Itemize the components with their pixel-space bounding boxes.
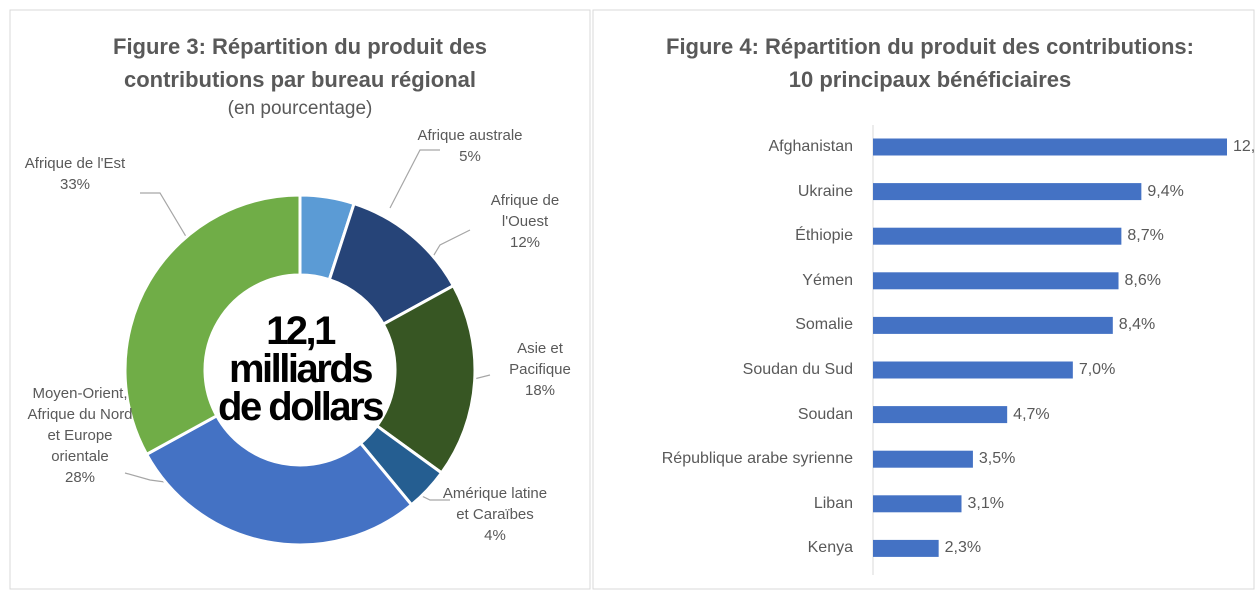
bar bbox=[873, 495, 962, 513]
bar bbox=[873, 406, 1008, 424]
slice-label: Afrique de l'Ouest 12% bbox=[470, 190, 580, 253]
bar bbox=[873, 183, 1142, 201]
donut-slice bbox=[144, 413, 414, 547]
category-label: Kenya bbox=[807, 539, 853, 557]
category-label: Soudan du Sud bbox=[742, 361, 853, 378]
bar bbox=[873, 272, 1119, 290]
category-label: Liban bbox=[813, 494, 853, 512]
value-label: 18% bbox=[524, 382, 556, 399]
bar bbox=[873, 361, 1073, 379]
value-label: 3,5% bbox=[978, 450, 1016, 468]
category-name: Afrique australe bbox=[417, 127, 523, 144]
category-name: Moyen-Orient, Afrique du Nord et Europe … bbox=[27, 385, 133, 465]
value-label: 9,4% bbox=[1147, 182, 1184, 200]
leader-line bbox=[389, 149, 440, 209]
slice-label: Afrique australe 5% bbox=[410, 125, 530, 167]
category-label: Éthiopie bbox=[795, 227, 853, 245]
value-label: 2,3% bbox=[944, 539, 982, 557]
slice-label: Moyen-Orient, Afrique du Nord et Europe … bbox=[20, 383, 140, 488]
center-label: 12,1 milliards de dollars bbox=[218, 309, 384, 429]
value-label: 4,7% bbox=[1013, 405, 1050, 423]
value-label: 33% bbox=[59, 176, 91, 193]
bar bbox=[873, 450, 973, 468]
category-name: Asie et Pacifique bbox=[509, 340, 571, 378]
value-label: 28% bbox=[64, 469, 96, 486]
value-label: 5% bbox=[459, 148, 481, 165]
panel-border bbox=[592, 9, 1255, 590]
category-label: République arabe syrienne bbox=[661, 450, 853, 468]
slice-label: Amérique latine et Caraïbes 4% bbox=[440, 483, 550, 546]
value-label: 8,4% bbox=[1118, 316, 1156, 334]
category-name: Afrique de l'Ouest bbox=[490, 192, 560, 230]
chart-title: Figure 3: Répartition du produit des con… bbox=[113, 34, 487, 92]
chart-subtitle: (en pourcentage) bbox=[227, 98, 373, 119]
category-label: Yémen bbox=[802, 271, 853, 289]
category-label: Soudan bbox=[797, 405, 853, 423]
category-name: Amérique latine et Caraïbes bbox=[442, 485, 548, 523]
panel-border bbox=[9, 9, 591, 590]
chart-title: Figure 4: Répartition du produit des con… bbox=[666, 34, 1194, 92]
category-label: Ukraine bbox=[797, 182, 853, 200]
value-label: 3,1% bbox=[967, 494, 1004, 512]
value-label: 4% bbox=[484, 527, 506, 544]
value-label: 12,4% bbox=[1233, 138, 1255, 155]
category-label: Somalie bbox=[795, 316, 853, 334]
value-label: 8,6% bbox=[1124, 271, 1161, 289]
value-label: 8,7% bbox=[1127, 227, 1164, 245]
category-name: Afrique de l'Est bbox=[24, 155, 126, 172]
bar bbox=[873, 138, 1227, 156]
category-label: Afghanistan bbox=[768, 138, 853, 155]
bar bbox=[873, 227, 1122, 245]
value-label: 12% bbox=[509, 234, 541, 251]
bar bbox=[873, 316, 1113, 334]
bar bbox=[873, 539, 939, 557]
slice-label: Asie et Pacifique 18% bbox=[490, 338, 590, 401]
slice-label: Afrique de l'Est 33% bbox=[15, 153, 135, 195]
value-label: 7,0% bbox=[1078, 361, 1116, 378]
donut-slice bbox=[123, 193, 302, 457]
